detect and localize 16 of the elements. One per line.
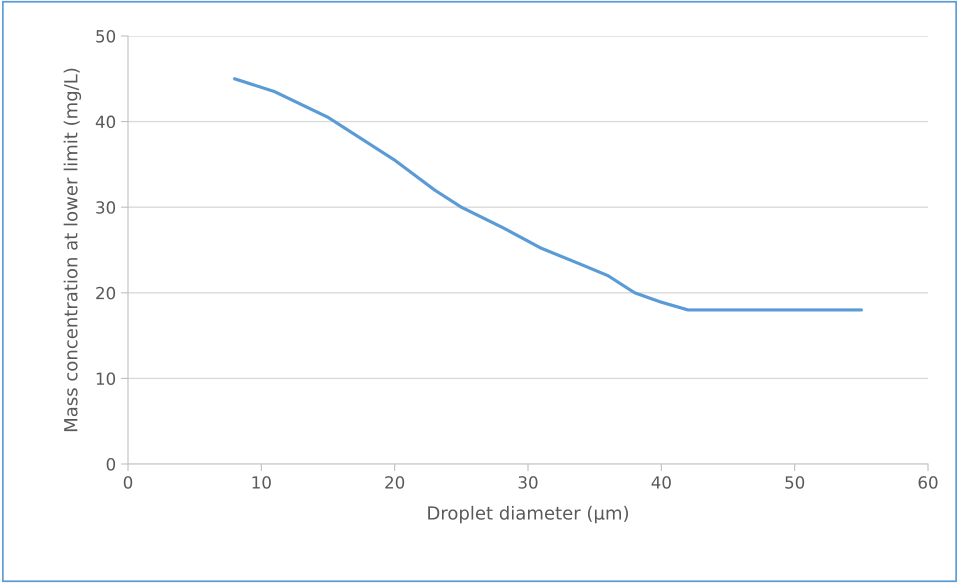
y-tick-label: 10 (96, 372, 116, 385)
x-tick-label: 50 (785, 476, 804, 489)
y-tick-label: 50 (96, 30, 116, 43)
x-tick-label: 20 (385, 476, 404, 489)
y-tick-label: 40 (96, 116, 116, 128)
y-axis-title: Mass concentration at lower limit (mg/L) (64, 68, 82, 432)
line-series (233, 77, 863, 312)
x-tick-label: 0 (124, 476, 132, 489)
x-axis-title: Droplet diameter (μm) (428, 506, 628, 524)
y-tick-label: 0 (106, 458, 116, 471)
y-tick-label: 20 (96, 286, 116, 300)
x-tick-label: 60 (918, 476, 938, 489)
x-tick-label: 40 (652, 476, 671, 489)
y-tick-label: 30 (96, 201, 116, 214)
x-tick-label: 10 (252, 476, 271, 489)
x-tick-label: 30 (518, 476, 538, 489)
